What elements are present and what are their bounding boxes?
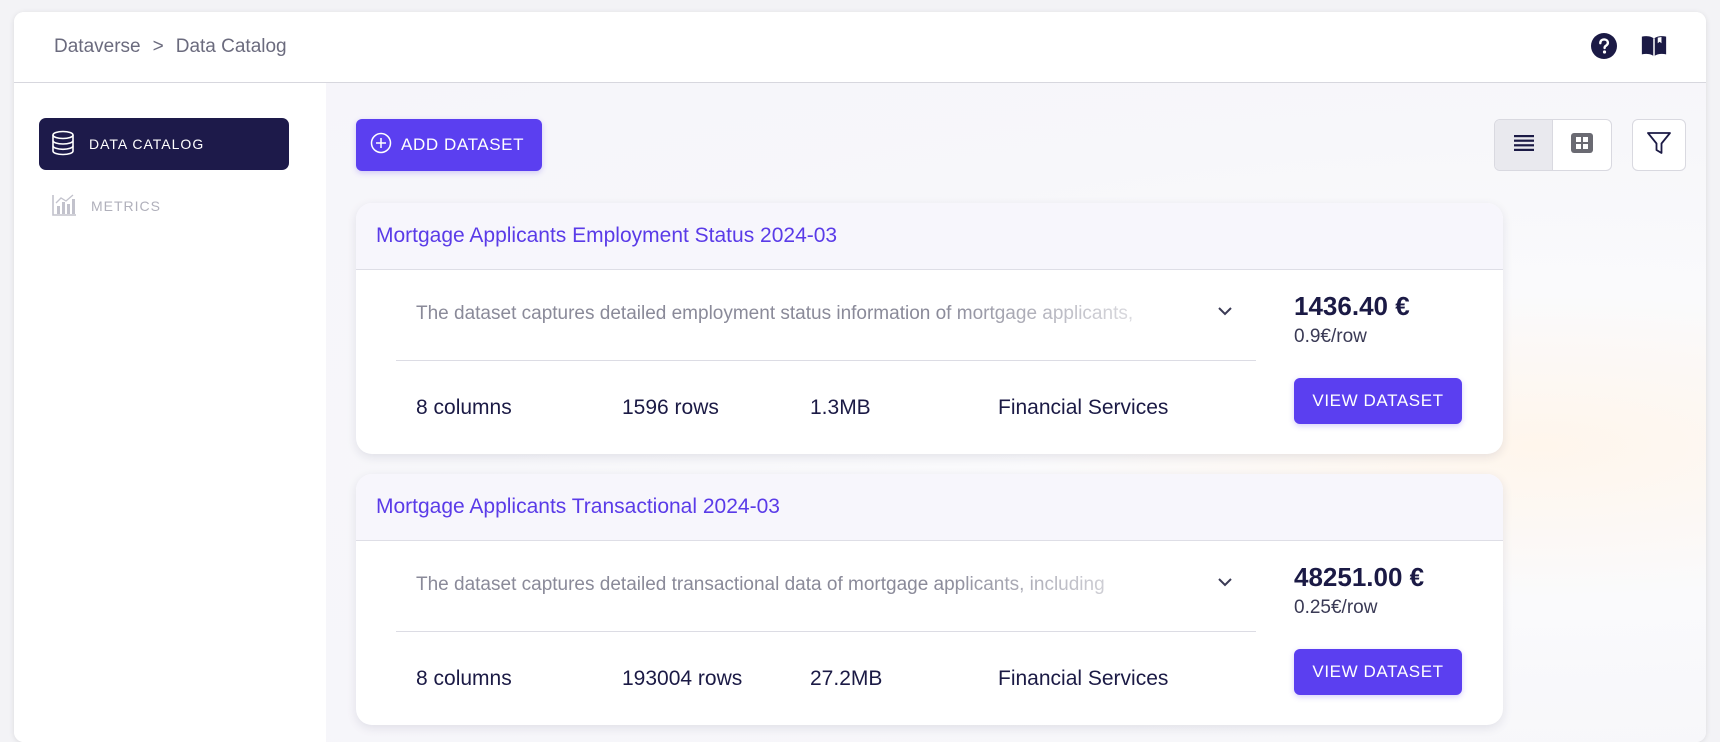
sidebar: DATA CATALOG METRICS bbox=[14, 83, 326, 742]
dataset-rows: 193004 rows bbox=[622, 667, 743, 690]
breadcrumb: Dataverse > Data Catalog bbox=[54, 36, 287, 58]
view-toggle bbox=[1494, 119, 1612, 171]
breadcrumb-root[interactable]: Dataverse bbox=[54, 36, 141, 57]
dataset-title[interactable]: Mortgage Applicants Transactional 2024-0… bbox=[356, 474, 1503, 541]
sidebar-item-data-catalog[interactable]: DATA CATALOG bbox=[39, 118, 289, 170]
dataset-description: The dataset captures detailed transactio… bbox=[416, 574, 1105, 595]
add-dataset-label: ADD DATASET bbox=[401, 135, 525, 154]
dataset-card: Mortgage Applicants Transactional 2024-0… bbox=[356, 474, 1503, 725]
dataset-price: 1436.40 € bbox=[1294, 291, 1410, 321]
chevron-down-icon[interactable] bbox=[1216, 304, 1234, 322]
chevron-down-icon[interactable] bbox=[1216, 575, 1234, 593]
view-dataset-button[interactable]: VIEW DATASET bbox=[1294, 649, 1462, 695]
database-icon bbox=[51, 130, 75, 159]
dataset-rows: 1596 rows bbox=[622, 396, 719, 419]
list-icon bbox=[1513, 134, 1535, 157]
breadcrumb-current: Data Catalog bbox=[175, 36, 287, 57]
sidebar-item-label: METRICS bbox=[91, 198, 161, 214]
plus-circle-icon bbox=[370, 132, 392, 159]
top-icons bbox=[1590, 32, 1668, 60]
sidebar-item-metrics[interactable]: METRICS bbox=[39, 180, 289, 232]
list-view-button[interactable] bbox=[1495, 120, 1554, 170]
top-bar: Dataverse > Data Catalog bbox=[14, 12, 1706, 83]
dataset-size: 27.2MB bbox=[810, 667, 883, 690]
dataset-price-per-row: 0.9€/row bbox=[1294, 326, 1367, 347]
app-window: Dataverse > Data Catalog bbox=[14, 12, 1706, 742]
dataset-description-row: The dataset captures detailed employment… bbox=[396, 270, 1256, 361]
dataset-description: The dataset captures detailed employment… bbox=[416, 303, 1134, 324]
grid-view-button[interactable] bbox=[1553, 120, 1611, 170]
dataset-price-per-row: 0.25€/row bbox=[1294, 597, 1378, 618]
dataset-card: Mortgage Applicants Employment Status 20… bbox=[356, 203, 1503, 454]
main-content: ADD DATASET bbox=[326, 83, 1706, 742]
dataset-category: Financial Services bbox=[998, 396, 1169, 419]
breadcrumb-separator: > bbox=[152, 36, 164, 57]
dataset-description-row: The dataset captures detailed transactio… bbox=[396, 541, 1256, 632]
dataset-title[interactable]: Mortgage Applicants Employment Status 20… bbox=[356, 203, 1503, 270]
bar-chart-icon bbox=[51, 193, 77, 220]
dataset-size: 1.3MB bbox=[810, 396, 871, 419]
dataset-price: 48251.00 € bbox=[1294, 562, 1425, 592]
filter-button[interactable] bbox=[1632, 119, 1686, 171]
add-dataset-button[interactable]: ADD DATASET bbox=[356, 119, 542, 171]
help-circle-icon[interactable] bbox=[1590, 32, 1618, 60]
grid-icon bbox=[1570, 132, 1594, 159]
sidebar-item-label: DATA CATALOG bbox=[89, 136, 205, 152]
filter-icon bbox=[1646, 130, 1672, 161]
dataset-category: Financial Services bbox=[998, 667, 1169, 690]
dataset-columns: 8 columns bbox=[416, 667, 512, 690]
dataset-columns: 8 columns bbox=[416, 396, 512, 419]
view-dataset-button[interactable]: VIEW DATASET bbox=[1294, 378, 1462, 424]
open-book-icon[interactable] bbox=[1640, 32, 1668, 60]
